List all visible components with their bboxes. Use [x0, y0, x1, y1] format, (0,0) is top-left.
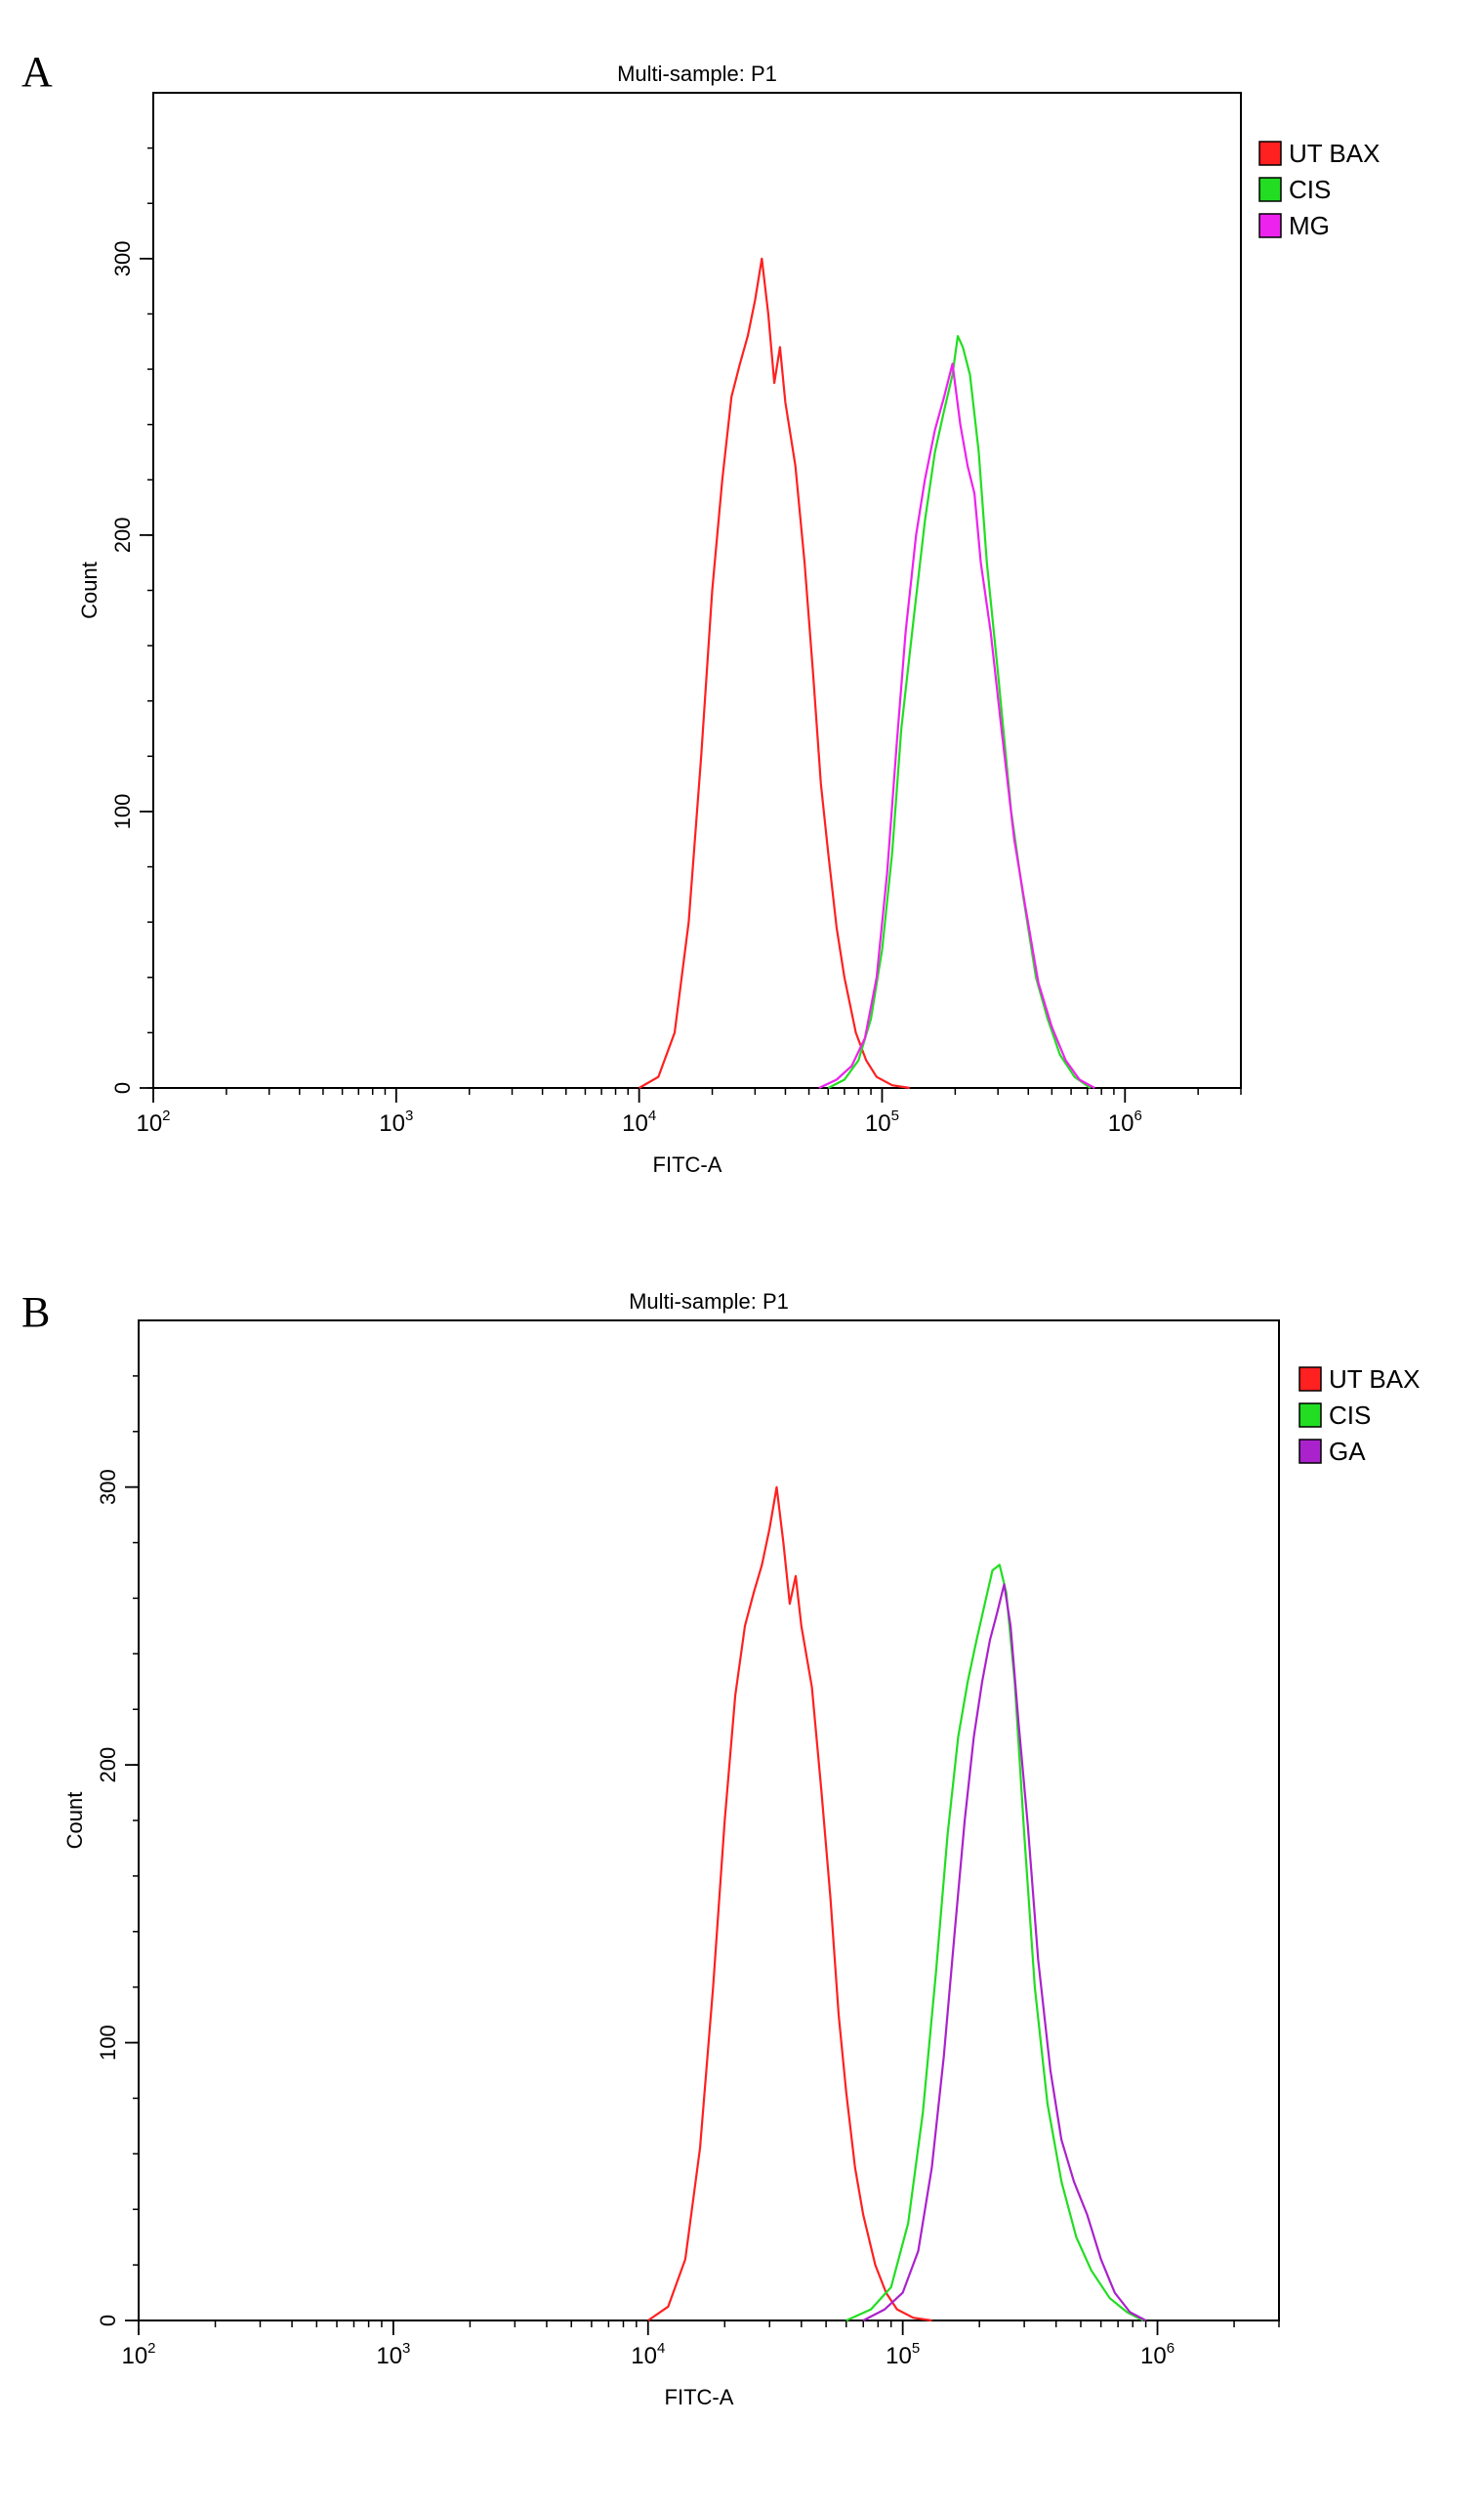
series-line-ut-bax — [647, 1485, 932, 2322]
y-tick-label: 300 — [110, 240, 135, 276]
chart-title: Multi-sample: P1 — [629, 1289, 789, 1314]
x-tick-base: 10 — [1108, 1110, 1134, 1137]
legend-swatch — [1258, 177, 1282, 202]
x-tick-base: 10 — [379, 1110, 405, 1137]
x-tick-label: 105 — [865, 1108, 899, 1137]
plot-frame — [138, 1319, 1280, 2321]
x-tick-exponent: 2 — [162, 1108, 170, 1124]
legend-label: CIS — [1289, 175, 1331, 204]
x-tick-base: 10 — [376, 2343, 402, 2369]
y-tick-label: 0 — [96, 2315, 120, 2326]
x-tick-label: 104 — [622, 1108, 656, 1137]
x-tick-label: 103 — [379, 1108, 413, 1137]
x-tick-exponent: 2 — [147, 2340, 155, 2357]
x-tick-exponent: 6 — [1134, 1108, 1141, 1124]
chart-panel-b: B Multi-sample: P1 0 100 200 300 Count 102 103 1… — [0, 1254, 1484, 2508]
x-tick-base: 10 — [1140, 2343, 1167, 2369]
legend-swatch — [1298, 1366, 1322, 1392]
legend-label: MG — [1289, 211, 1330, 240]
x-tick-base: 10 — [886, 2343, 912, 2369]
series-line-cis — [845, 1564, 1144, 2322]
legend-label: UT BAX — [1329, 1364, 1420, 1394]
x-tick-label: 106 — [1140, 2340, 1175, 2369]
legend-swatch — [1258, 141, 1282, 166]
series-line-ut-bax — [639, 257, 910, 1090]
legend-swatch — [1298, 1439, 1322, 1464]
panel-label: A — [21, 48, 53, 96]
y-tick-label: 100 — [96, 2025, 120, 2061]
legend-label: GA — [1329, 1437, 1366, 1466]
x-axis-label: FITC-A — [665, 2385, 734, 2409]
x-tick-base: 10 — [631, 2343, 657, 2369]
y-tick-label: 0 — [110, 1082, 135, 1094]
x-tick-exponent: 3 — [402, 2340, 410, 2357]
x-tick-base: 10 — [622, 1110, 648, 1137]
y-tick-label: 100 — [110, 794, 135, 830]
y-tick-label: 300 — [96, 1469, 120, 1505]
panel-label: B — [21, 1288, 51, 1336]
series-line-mg — [818, 362, 1095, 1089]
x-tick-exponent: 5 — [912, 2340, 920, 2357]
y-tick-label: 200 — [96, 1747, 120, 1783]
x-tick-label: 105 — [886, 2340, 920, 2369]
x-tick-label: 102 — [136, 1108, 170, 1137]
x-tick-base: 10 — [865, 1110, 891, 1137]
x-tick-exponent: 4 — [657, 2340, 665, 2357]
x-tick-exponent: 5 — [891, 1108, 899, 1124]
plot-frame — [152, 92, 1242, 1089]
y-axis-label: Count — [62, 1792, 87, 1850]
chart-panel-a: A Multi-sample: P1 0 100 200 300 Count 102 103 1… — [0, 0, 1484, 1240]
x-tick-base: 10 — [121, 2343, 147, 2369]
x-axis-label: FITC-A — [653, 1152, 722, 1177]
y-axis-label: Count — [77, 562, 102, 619]
x-tick-label: 104 — [631, 2340, 665, 2369]
x-tick-exponent: 4 — [648, 1108, 656, 1124]
chart-title: Multi-sample: P1 — [617, 62, 777, 86]
series-line-ga — [862, 1583, 1147, 2321]
x-tick-base: 10 — [136, 1110, 162, 1137]
legend-swatch — [1258, 213, 1282, 238]
x-tick-exponent: 3 — [405, 1108, 413, 1124]
legend-label: UT BAX — [1289, 139, 1380, 168]
x-tick-label: 102 — [121, 2340, 155, 2369]
legend-swatch — [1298, 1402, 1322, 1428]
series-line-cis — [827, 335, 1092, 1089]
legend-label: CIS — [1329, 1400, 1371, 1430]
y-tick-label: 200 — [110, 518, 135, 554]
x-tick-label: 103 — [376, 2340, 410, 2369]
x-tick-exponent: 6 — [1167, 2340, 1175, 2357]
x-tick-label: 106 — [1108, 1108, 1142, 1137]
